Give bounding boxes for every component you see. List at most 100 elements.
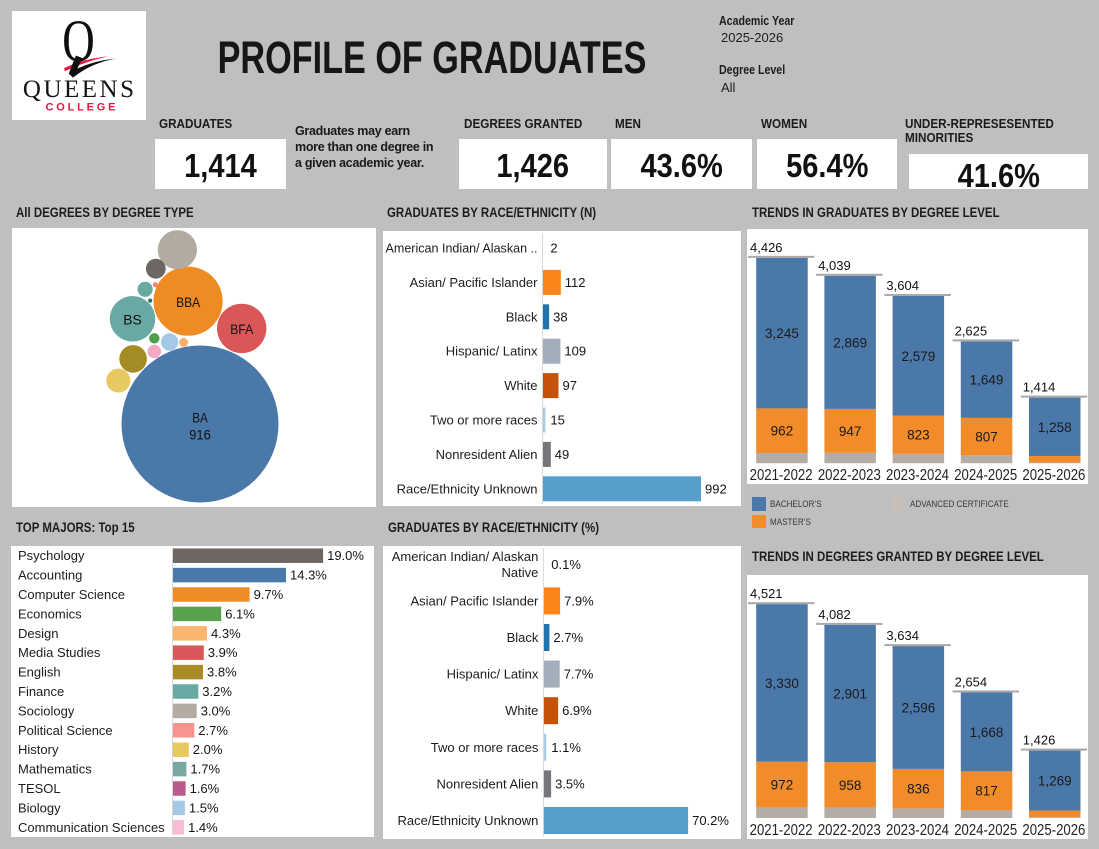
svg-text:836: 836 [907, 782, 930, 797]
svg-text:2024-2025: 2024-2025 [954, 822, 1017, 839]
svg-text:2022-2023: 2022-2023 [818, 467, 881, 483]
svg-text:2,579: 2,579 [901, 349, 935, 364]
svg-text:1,649: 1,649 [970, 373, 1004, 388]
svg-text:817: 817 [975, 784, 998, 799]
svg-text:992: 992 [705, 481, 727, 496]
svg-text:Media Studies: Media Studies [18, 645, 101, 660]
svg-text:109: 109 [564, 344, 586, 359]
svg-text:3.2%: 3.2% [202, 684, 232, 699]
svg-text:Psychology: Psychology [18, 548, 85, 563]
svg-text:112: 112 [565, 275, 586, 290]
svg-text:Black: Black [506, 309, 538, 324]
svg-text:Hispanic/ Latinx: Hispanic/ Latinx [446, 344, 538, 359]
svg-text:2.7%: 2.7% [198, 723, 228, 738]
svg-text:Race/Ethnicity Unknown: Race/Ethnicity Unknown [397, 481, 538, 496]
svg-text:Native: Native [502, 565, 539, 580]
svg-text:4,082: 4,082 [818, 607, 851, 622]
svg-text:2.0%: 2.0% [193, 742, 223, 757]
svg-text:2,654: 2,654 [955, 674, 988, 689]
svg-text:6.1%: 6.1% [225, 606, 255, 621]
svg-text:19.0%: 19.0% [327, 548, 364, 563]
svg-text:972: 972 [771, 778, 794, 793]
svg-text:4,521: 4,521 [750, 586, 783, 601]
svg-text:2021-2022: 2021-2022 [750, 467, 813, 483]
svg-text:70.2%: 70.2% [692, 813, 729, 828]
svg-text:Accounting: Accounting [18, 568, 82, 583]
svg-text:15: 15 [550, 413, 564, 428]
svg-text:Political Science: Political Science [18, 723, 113, 738]
svg-text:1,258: 1,258 [1038, 420, 1072, 435]
svg-text:2025-2026: 2025-2026 [1022, 822, 1085, 839]
svg-text:Economics: Economics [18, 606, 82, 621]
svg-text:3,330: 3,330 [765, 676, 799, 691]
svg-text:Biology: Biology [18, 800, 61, 815]
svg-text:2023-2024: 2023-2024 [886, 822, 949, 839]
svg-text:3.9%: 3.9% [208, 645, 238, 660]
svg-text:2024-2025: 2024-2025 [954, 467, 1017, 483]
svg-text:9.7%: 9.7% [254, 587, 284, 602]
svg-text:Computer Science: Computer Science [18, 587, 125, 602]
svg-text:2,596: 2,596 [901, 701, 935, 716]
svg-text:2,901: 2,901 [833, 687, 867, 702]
svg-text:1.7%: 1.7% [190, 762, 220, 777]
svg-text:Design: Design [18, 626, 58, 641]
svg-text:Asian/ Pacific Islander: Asian/ Pacific Islander [410, 275, 539, 290]
svg-text:BS: BS [123, 312, 142, 328]
svg-text:3.0%: 3.0% [201, 703, 231, 718]
svg-text:Black: Black [507, 630, 539, 645]
svg-text:1,269: 1,269 [1038, 774, 1072, 789]
svg-text:1.4%: 1.4% [188, 820, 218, 835]
svg-text:1,426: 1,426 [1023, 733, 1056, 748]
svg-text:TESOL: TESOL [18, 781, 61, 796]
svg-text:White: White [504, 378, 537, 393]
svg-text:Two or more races: Two or more races [431, 740, 539, 755]
svg-text:962: 962 [771, 424, 794, 439]
svg-text:3,245: 3,245 [765, 326, 799, 341]
svg-text:3.5%: 3.5% [555, 776, 585, 791]
svg-text:American Indian/ Alaskan ..: American Indian/ Alaskan .. [386, 241, 538, 256]
svg-text:Finance: Finance [18, 684, 64, 699]
svg-text:BBA: BBA [176, 294, 201, 310]
svg-text:947: 947 [839, 424, 862, 439]
svg-text:38: 38 [553, 309, 567, 324]
svg-text:916: 916 [189, 427, 211, 443]
svg-text:1.6%: 1.6% [190, 781, 220, 796]
svg-text:3,604: 3,604 [886, 278, 919, 293]
svg-text:Asian/ Pacific Islander: Asian/ Pacific Islander [410, 593, 539, 608]
svg-text:2022-2023: 2022-2023 [818, 822, 881, 839]
svg-text:1.1%: 1.1% [551, 740, 581, 755]
svg-text:807: 807 [975, 430, 998, 445]
svg-text:3,634: 3,634 [886, 628, 919, 643]
svg-text:BA: BA [192, 410, 208, 426]
svg-text:2: 2 [550, 241, 557, 256]
svg-text:2,625: 2,625 [955, 323, 988, 338]
svg-text:4,426: 4,426 [750, 240, 783, 255]
svg-text:History: History [18, 742, 59, 757]
svg-text:2.7%: 2.7% [553, 630, 583, 645]
svg-text:7.9%: 7.9% [564, 593, 594, 608]
svg-text:Race/Ethnicity Unknown: Race/Ethnicity Unknown [397, 813, 538, 828]
svg-text:QUEENS: QUEENS [23, 76, 137, 103]
svg-text:Sociology: Sociology [18, 703, 75, 718]
svg-text:97: 97 [563, 378, 577, 393]
svg-text:4,039: 4,039 [818, 258, 851, 273]
svg-text:2,869: 2,869 [833, 335, 867, 350]
svg-text:White: White [505, 703, 538, 718]
svg-text:2023-2024: 2023-2024 [886, 467, 949, 483]
svg-text:823: 823 [907, 428, 930, 443]
svg-text:14.3%: 14.3% [290, 568, 327, 583]
svg-text:49: 49 [555, 447, 569, 462]
svg-text:Nonresident Alien: Nonresident Alien [436, 447, 538, 462]
svg-text:English: English [18, 665, 61, 680]
svg-text:0.1%: 0.1% [551, 557, 581, 572]
svg-text:7.7%: 7.7% [564, 667, 594, 682]
svg-text:Communication Sciences: Communication Sciences [18, 820, 165, 835]
svg-text:Mathematics: Mathematics [18, 762, 92, 777]
svg-text:1,668: 1,668 [970, 725, 1004, 740]
svg-text:958: 958 [839, 778, 862, 793]
svg-text:Two or more races: Two or more races [430, 413, 538, 428]
svg-text:1,414: 1,414 [1023, 380, 1056, 395]
svg-text:1.5%: 1.5% [189, 800, 219, 815]
svg-text:Hispanic/ Latinx: Hispanic/ Latinx [447, 667, 539, 682]
svg-text:2025-2026: 2025-2026 [1022, 467, 1085, 483]
